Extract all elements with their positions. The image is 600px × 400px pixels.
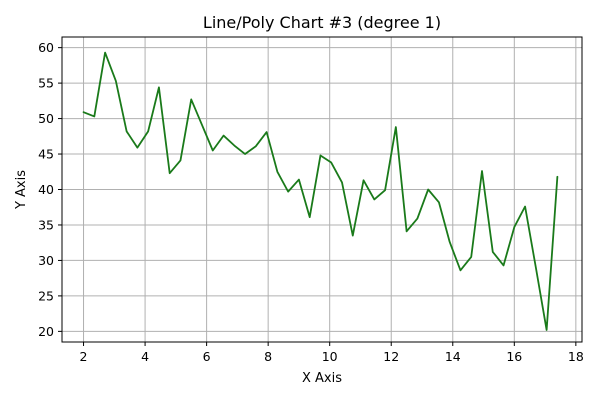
ticks: 2 4 6 8 10 12 14 16 18 20 25 30 35 40 45 50 55 60 — [38, 40, 584, 364]
y-tick-label: 60 — [38, 40, 54, 55]
series-line — [82, 51, 559, 331]
y-tick-label: 30 — [38, 253, 54, 268]
y-tick-label: 40 — [38, 182, 54, 197]
x-tick-label: 8 — [264, 349, 272, 364]
x-tick-label: 14 — [445, 349, 461, 364]
x-axis-label: X Axis — [302, 371, 342, 386]
y-tick-label: 25 — [38, 288, 54, 303]
y-tick-label: 20 — [38, 324, 54, 339]
y-tick-label: 50 — [38, 111, 54, 126]
x-tick-label: 12 — [383, 349, 399, 364]
x-tick-label: 10 — [322, 349, 338, 364]
y-axis-label: Y Axis — [14, 170, 29, 210]
y-tick-label: 55 — [38, 76, 54, 91]
grid — [62, 37, 582, 342]
y-tick-label: 45 — [38, 147, 54, 162]
chart-title: Line/Poly Chart #3 (degree 1) — [203, 13, 441, 32]
x-tick-label: 4 — [141, 349, 149, 364]
x-tick-label: 18 — [568, 349, 584, 364]
x-tick-label: 2 — [80, 349, 88, 364]
series-layer — [82, 51, 559, 331]
x-tick-label: 16 — [506, 349, 522, 364]
y-tick-label: 35 — [38, 217, 54, 232]
x-tick-label: 6 — [203, 349, 211, 364]
